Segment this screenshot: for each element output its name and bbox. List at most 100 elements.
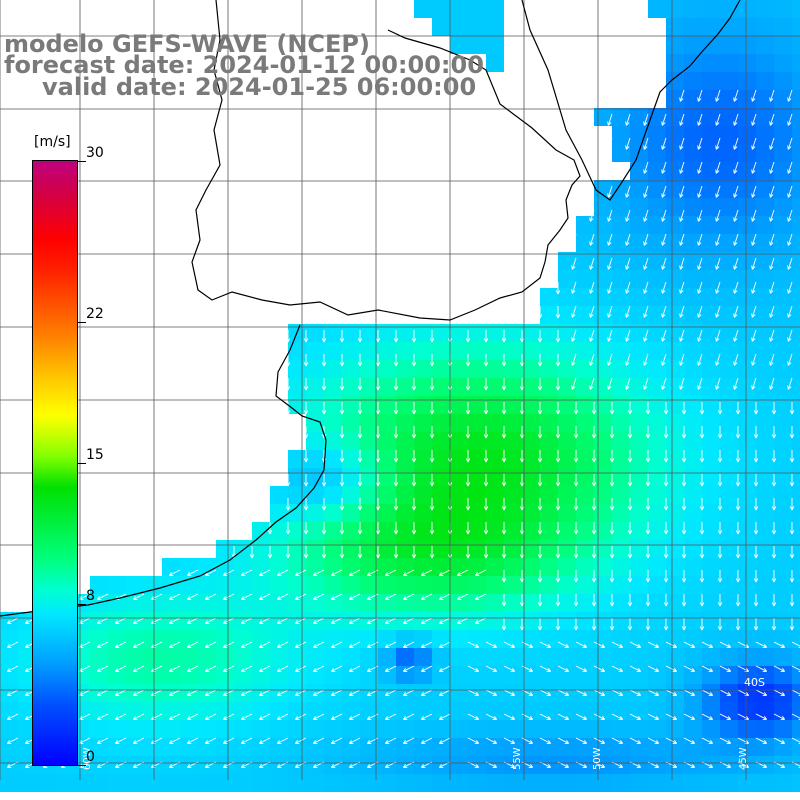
field-cell bbox=[774, 432, 792, 450]
field-cell bbox=[792, 18, 800, 36]
field-cell bbox=[630, 594, 648, 612]
field-cell bbox=[792, 576, 800, 594]
wind-arrow bbox=[285, 330, 291, 343]
field-cell bbox=[756, 720, 774, 738]
field-cell bbox=[450, 684, 468, 702]
field-cell bbox=[126, 594, 144, 612]
field-cell bbox=[774, 540, 792, 558]
field-cell bbox=[486, 486, 504, 504]
wind-arrow bbox=[771, 450, 777, 463]
field-cell bbox=[774, 774, 792, 792]
wind-arrow bbox=[555, 522, 561, 535]
field-cell bbox=[450, 360, 468, 378]
field-cell bbox=[792, 270, 800, 288]
wind-arrow bbox=[751, 161, 757, 174]
field-cell bbox=[666, 216, 684, 234]
wind-arrow bbox=[186, 713, 199, 720]
wind-arrow bbox=[420, 665, 433, 672]
wind-arrow bbox=[285, 474, 291, 487]
field-cell bbox=[144, 738, 162, 756]
field-cell bbox=[720, 234, 738, 252]
field-cell bbox=[756, 0, 774, 18]
wind-arrow bbox=[589, 233, 595, 246]
field-cell bbox=[792, 630, 800, 648]
field-cell bbox=[648, 486, 666, 504]
field-cell bbox=[792, 162, 800, 180]
field-cell bbox=[594, 648, 612, 666]
wind-arrow bbox=[791, 713, 800, 720]
field-cell bbox=[522, 360, 540, 378]
wind-arrow bbox=[697, 377, 703, 390]
field-cell bbox=[504, 576, 522, 594]
field-cell bbox=[306, 522, 324, 540]
field-cell bbox=[486, 468, 504, 486]
wind-arrow bbox=[679, 305, 685, 318]
field-cell bbox=[594, 468, 612, 486]
wind-arrow bbox=[168, 593, 181, 600]
field-cell bbox=[612, 360, 630, 378]
field-cell bbox=[576, 630, 594, 648]
field-cell bbox=[792, 702, 800, 720]
wind-arrow bbox=[276, 569, 289, 576]
wind-arrow bbox=[357, 474, 363, 487]
wind-arrow bbox=[787, 161, 793, 174]
wind-arrow bbox=[321, 378, 327, 391]
wind-arrow bbox=[735, 546, 741, 559]
wind-arrow bbox=[503, 737, 516, 744]
field-cell bbox=[270, 720, 288, 738]
field-cell bbox=[774, 216, 792, 234]
field-cell bbox=[594, 720, 612, 738]
colorbar-tick-label: 8 bbox=[86, 587, 95, 604]
field-cell bbox=[216, 774, 234, 792]
field-cell bbox=[576, 234, 594, 252]
field-cell bbox=[540, 432, 558, 450]
field-cell bbox=[378, 324, 396, 342]
field-cell bbox=[774, 450, 792, 468]
field-cell bbox=[90, 666, 108, 684]
field-cell bbox=[756, 270, 774, 288]
field-cell bbox=[702, 306, 720, 324]
wind-arrow bbox=[683, 689, 696, 696]
wind-arrow bbox=[697, 89, 703, 102]
wind-arrow bbox=[679, 281, 685, 294]
wind-arrow bbox=[537, 378, 543, 391]
field-cell bbox=[702, 486, 720, 504]
wind-arrow bbox=[150, 737, 163, 744]
wind-arrow bbox=[571, 305, 577, 318]
field-cell bbox=[702, 72, 720, 90]
wind-arrow bbox=[375, 474, 381, 487]
field-cell bbox=[756, 702, 774, 720]
field-cell bbox=[288, 720, 306, 738]
field-cell bbox=[396, 450, 414, 468]
field-cell bbox=[540, 702, 558, 720]
wind-arrow bbox=[204, 641, 217, 648]
field-cell bbox=[702, 198, 720, 216]
field-cell bbox=[504, 360, 522, 378]
field-cell bbox=[666, 774, 684, 792]
wind-arrow bbox=[258, 665, 271, 672]
field-cell bbox=[540, 666, 558, 684]
field-cell bbox=[738, 450, 756, 468]
field-cell bbox=[396, 342, 414, 360]
field-cell bbox=[360, 558, 378, 576]
field-cell bbox=[54, 774, 72, 792]
wind-arrow bbox=[393, 378, 399, 391]
field-cell bbox=[396, 666, 414, 684]
field-cell bbox=[288, 450, 306, 468]
field-cell bbox=[324, 648, 342, 666]
wind-arrow bbox=[733, 209, 739, 222]
field-cell bbox=[684, 90, 702, 108]
colorbar-tick bbox=[78, 463, 86, 464]
field-cell bbox=[792, 684, 800, 702]
wind-arrow bbox=[465, 474, 471, 487]
wind-arrow bbox=[717, 474, 723, 487]
wind-arrow bbox=[339, 522, 345, 535]
field-cell bbox=[720, 54, 738, 72]
field-cell bbox=[738, 594, 756, 612]
field-cell bbox=[432, 18, 450, 36]
field-cell bbox=[540, 378, 558, 396]
wind-arrow bbox=[663, 570, 669, 583]
field-cell bbox=[792, 540, 800, 558]
wind-arrow bbox=[240, 641, 253, 648]
